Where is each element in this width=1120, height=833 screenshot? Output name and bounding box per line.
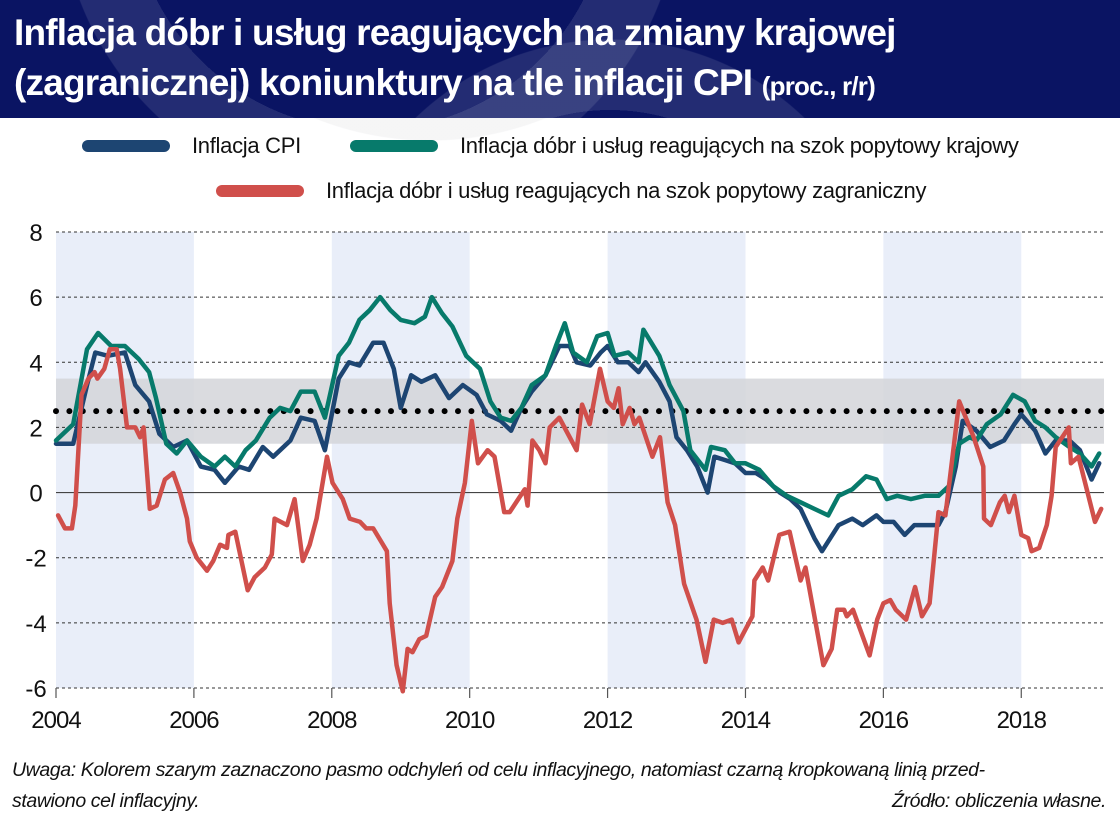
x-tick-label: 2004: [31, 707, 81, 734]
legend-label-domestic: Inflacja dóbr i usług reagujących na szo…: [460, 133, 1019, 158]
title-unit: (proc., r/r): [761, 71, 876, 101]
series-line-foreign: [55, 347, 1104, 694]
legend-label-foreign: Inflacja dóbr i usług reagujących na szo…: [326, 178, 927, 203]
series-line-cpi: [53, 340, 1102, 554]
y-tick-label: -6: [25, 676, 46, 703]
legend-item-domestic: Inflacja dóbr i usług reagujących na szo…: [350, 133, 1019, 159]
legend-swatch-domestic: [350, 140, 438, 152]
x-tick-label: 2012: [583, 707, 633, 734]
y-tick-label: 8: [29, 220, 42, 247]
title-line-1: Inflacja dóbr i usług reagujących na zmi…: [14, 12, 896, 53]
shaded-period: [331, 232, 470, 688]
x-tick-label: 2006: [169, 707, 219, 734]
y-tick-label: 6: [29, 285, 42, 312]
title-line-2: (zagranicznej) koniunktury na tle inflac…: [14, 58, 896, 111]
x-tick-label: 2008: [307, 707, 357, 734]
x-tick-label: 2014: [721, 707, 771, 734]
legend-swatch-cpi: [82, 140, 170, 152]
legend-swatch-foreign: [216, 185, 304, 197]
note-line-1: Uwaga: Kolorem szarym zaznaczono pasmo o…: [12, 759, 985, 781]
y-tick-label: 0: [29, 481, 42, 508]
x-tick-label: 2016: [859, 707, 909, 734]
title-bar: Inflacja dóbr i usług reagujących na zmi…: [0, 0, 1120, 118]
x-tick-label: 2010: [445, 707, 495, 734]
legend-item-foreign: Inflacja dóbr i usług reagujących na szo…: [216, 178, 926, 204]
chart-title: Inflacja dóbr i usług reagujących na zmi…: [14, 8, 896, 111]
y-tick-label: 4: [29, 350, 42, 377]
y-tick-label: -4: [25, 611, 46, 638]
legend-item-cpi: Inflacja CPI: [82, 133, 301, 159]
series-line-domestic: [53, 294, 1102, 518]
y-tick-label: -2: [25, 546, 46, 573]
legend-label-cpi: Inflacja CPI: [192, 133, 301, 158]
note-line-2: stawiono cel inflacyjny.: [12, 790, 200, 812]
title-line-2-text: (zagranicznej) koniunktury na tle inflac…: [14, 62, 753, 103]
source-text: Źródło: obliczenia własne.: [892, 790, 1106, 812]
y-tick-label: 2: [29, 415, 42, 442]
x-tick-label: 2018: [997, 707, 1047, 734]
